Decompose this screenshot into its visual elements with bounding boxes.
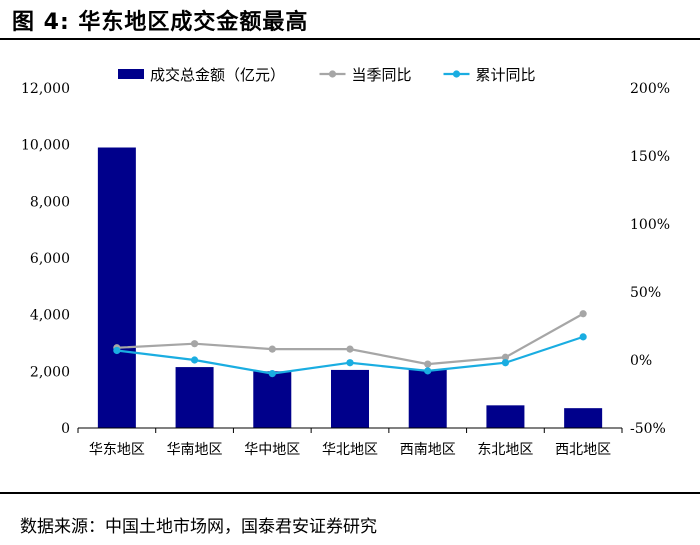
series-point (113, 346, 121, 355)
y-left-tick-label: 0 (61, 421, 70, 437)
title-rule (0, 38, 700, 40)
y-right-tick-label: 100% (630, 217, 670, 233)
legend-label: 累计同比 (476, 66, 536, 84)
y-left-tick-label: 8,000 (30, 194, 70, 210)
series-point (501, 359, 510, 367)
bar (486, 405, 525, 428)
bar (564, 408, 603, 428)
bar (97, 147, 136, 428)
legend-swatch (118, 69, 144, 79)
y-axis-right: -50% 0% 50% 100% 150% 200% (630, 81, 670, 437)
bar (331, 369, 369, 428)
series-point (268, 345, 276, 353)
y-right-tick-label: 150% (630, 149, 670, 165)
y-right-tick-label: 0% (630, 353, 652, 369)
series-point (346, 359, 354, 367)
y-right-tick-label: -50% (630, 421, 666, 437)
y-left-tick-label: 2,000 (30, 364, 70, 380)
x-category-label: 西南地区 (400, 442, 456, 458)
x-axis: 华东地区 华南地区 华中地区 华北地区 西南地区 东北地区 西北地区 (77, 427, 623, 458)
bar (175, 367, 214, 428)
x-category-label: 西北地区 (555, 442, 611, 458)
series-point (268, 370, 276, 378)
y-left-tick-label: 10,000 (21, 138, 70, 154)
series-point (579, 310, 587, 318)
legend-marker (328, 70, 337, 78)
series-point (346, 345, 354, 353)
y-axis-left: 0 2,000 4,000 6,000 8,000 10,000 12,000 (21, 81, 70, 437)
y-left-tick-label: 6,000 (30, 251, 70, 267)
series-point (424, 367, 432, 375)
x-category-label: 东北地区 (477, 442, 533, 458)
series-line (116, 312, 584, 366)
source-note: 数据来源：中国土地市场网，国泰君安证券研究 (20, 517, 377, 537)
bar (408, 369, 447, 428)
y-left-tick-label: 4,000 (30, 308, 70, 324)
line-series (113, 310, 587, 378)
y-right-tick-label: 200% (630, 81, 670, 97)
y-right-tick-label: 50% (630, 285, 661, 301)
x-category-label: 华东地区 (89, 442, 145, 458)
series-point (579, 333, 587, 341)
x-category-label: 华北地区 (322, 442, 378, 458)
source-rule (0, 492, 700, 494)
bar-series (97, 147, 603, 428)
series-point (190, 340, 199, 348)
y-left-tick-label: 12,000 (21, 81, 70, 97)
legend-label: 成交总金额（亿元） (150, 66, 285, 84)
series-point (424, 360, 432, 368)
figure-title: 图 4: 华东地区成交金额最高 (12, 10, 309, 35)
series-point (501, 353, 510, 361)
legend: 成交总金额（亿元） 当季同比 累计同比 (118, 66, 536, 84)
x-category-label: 华南地区 (167, 442, 223, 458)
bar (253, 371, 292, 428)
x-category-label: 华中地区 (244, 442, 300, 458)
legend-label: 当季同比 (352, 66, 412, 84)
legend-marker (452, 70, 461, 78)
series-point (190, 356, 199, 364)
